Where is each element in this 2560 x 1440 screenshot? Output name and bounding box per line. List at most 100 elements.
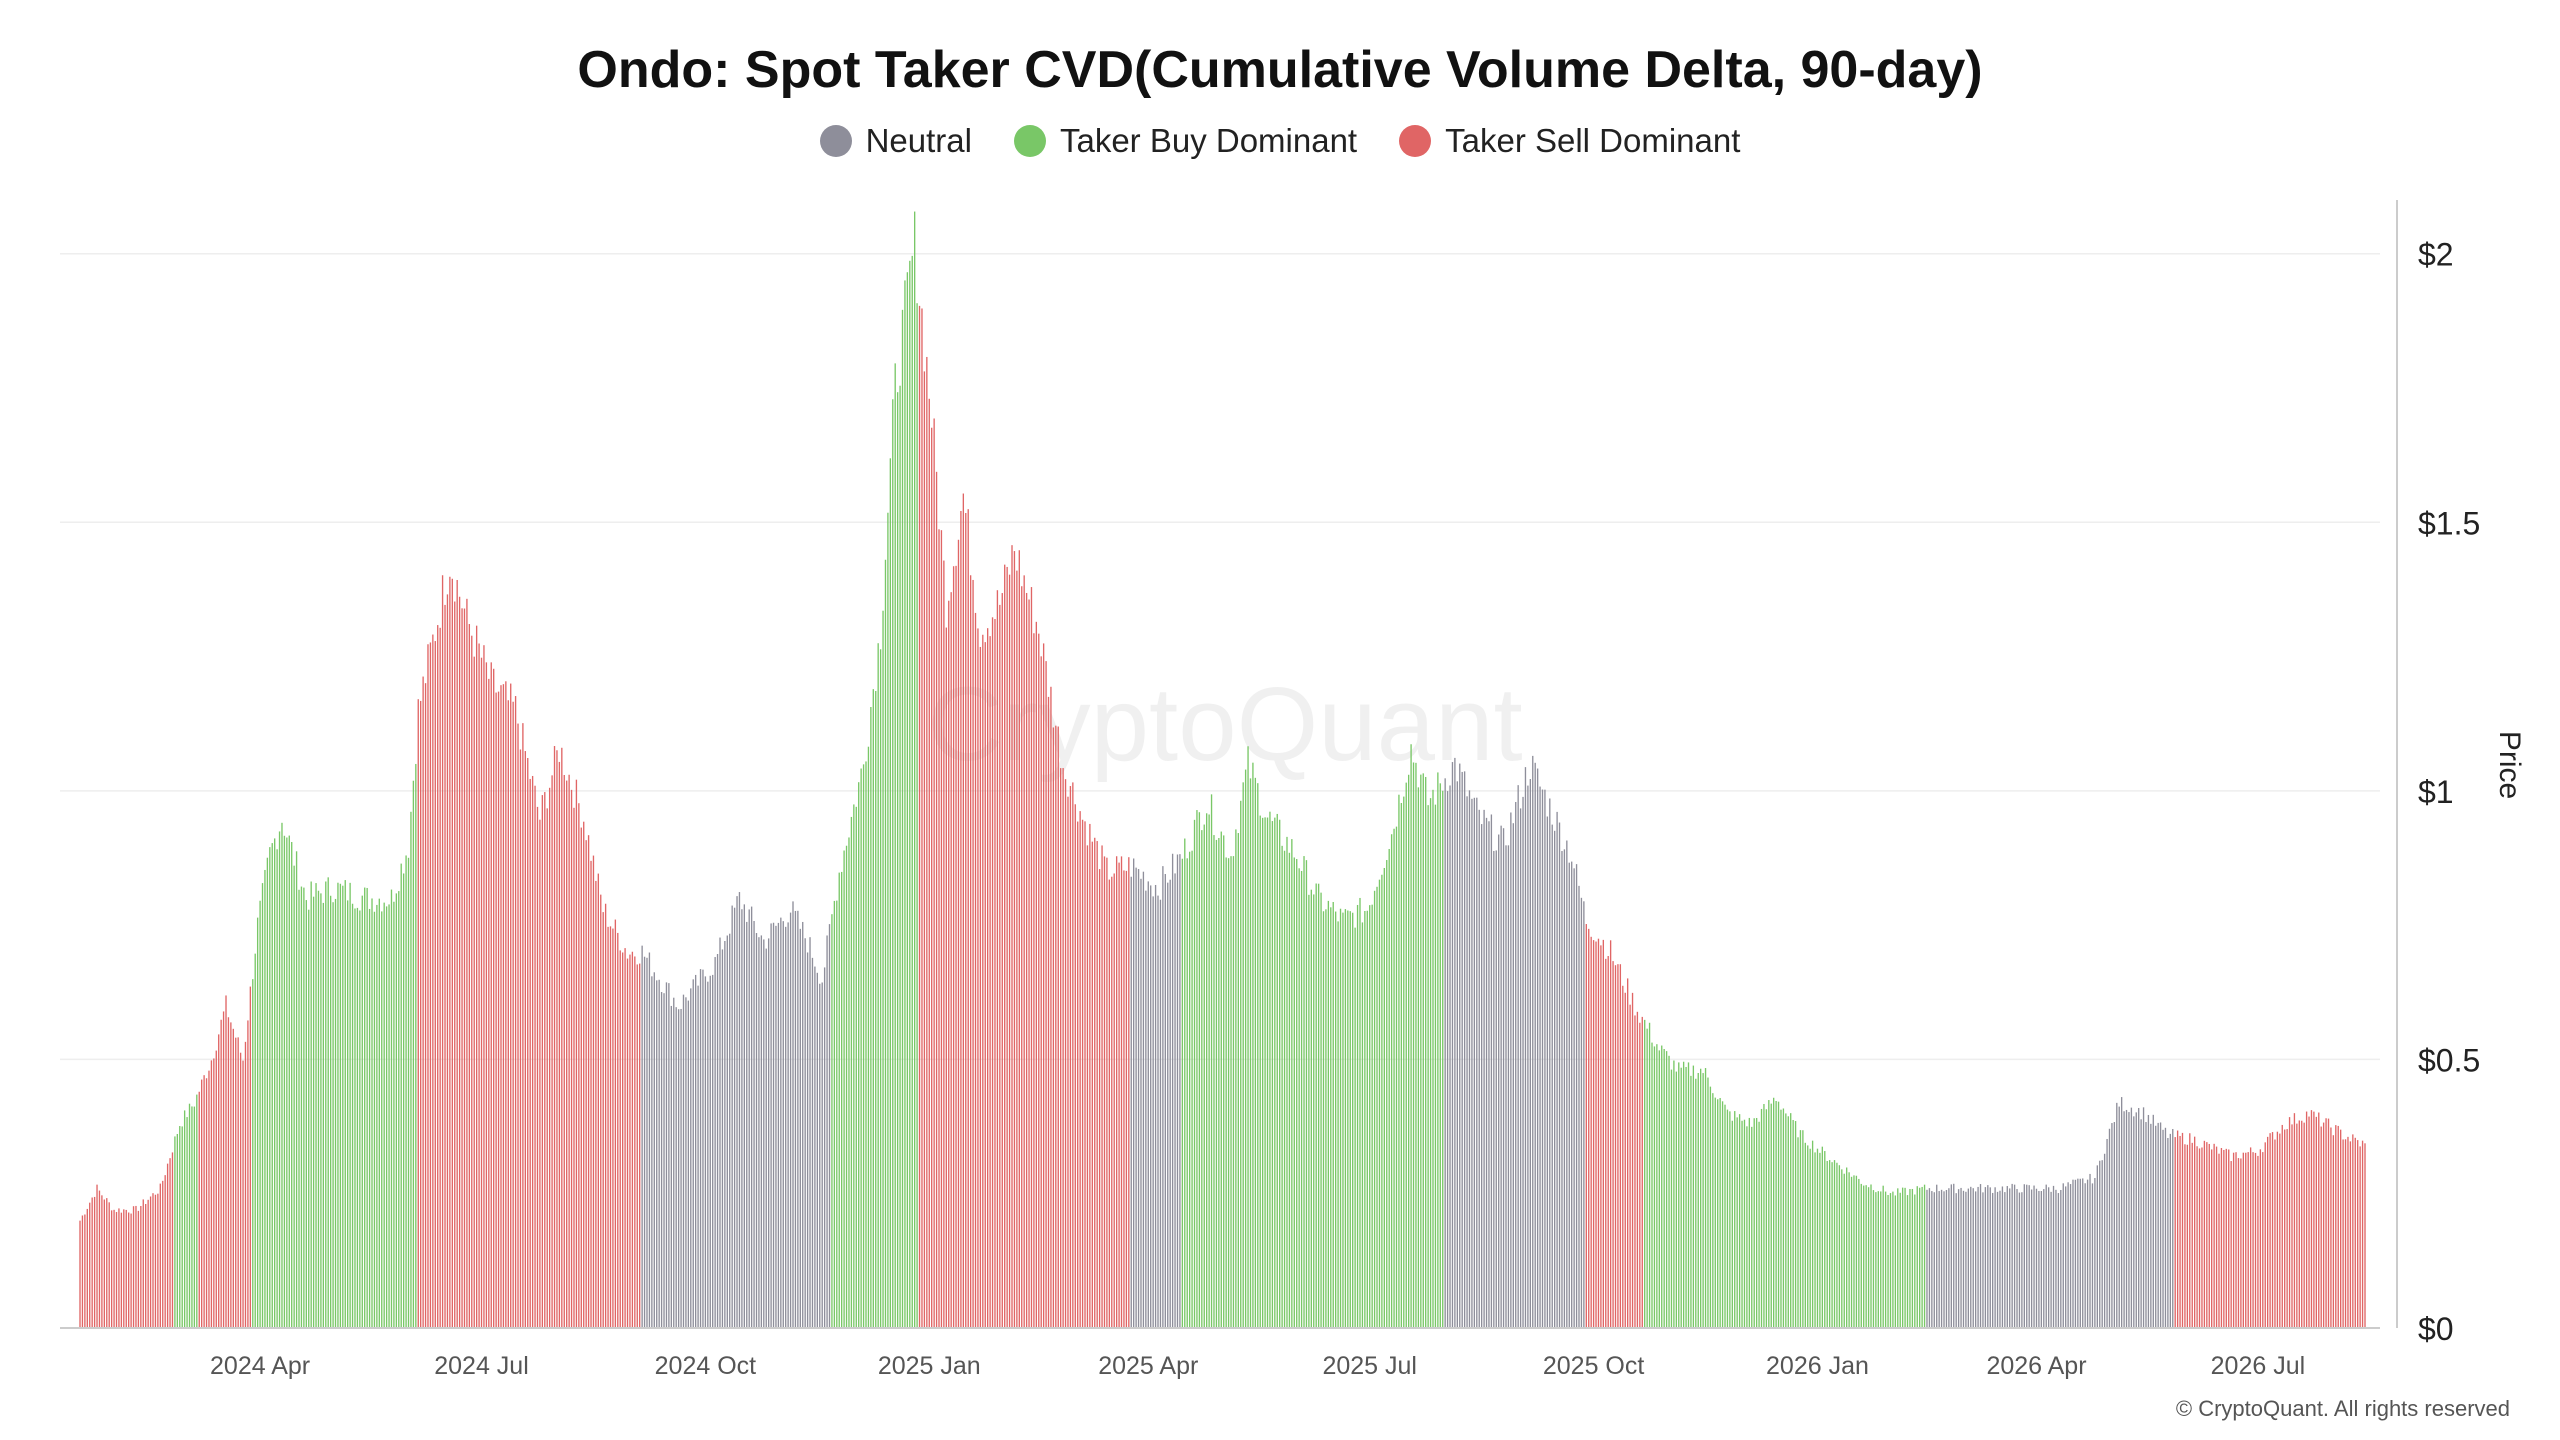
price-bar	[692, 979, 694, 1328]
price-bar	[2203, 1140, 2206, 1328]
price-bar	[1025, 592, 1028, 1328]
price-bar	[218, 1034, 220, 1328]
price-bar	[2103, 1153, 2106, 1328]
price-bar	[1240, 800, 1242, 1328]
price-bar	[1906, 1195, 1909, 1328]
price-bar	[183, 1110, 186, 1328]
price-bar	[1858, 1178, 1860, 1328]
price-bar	[892, 399, 894, 1328]
bar-series	[79, 211, 2366, 1329]
price-bar	[621, 952, 624, 1328]
price-bar	[1018, 550, 1020, 1328]
price-bar	[2172, 1128, 2174, 1328]
price-bar	[1702, 1073, 1704, 1328]
price-bar	[741, 909, 743, 1328]
price-bar	[84, 1214, 86, 1328]
price-bar	[152, 1193, 154, 1328]
price-bar	[2181, 1132, 2184, 1328]
price-bar	[1361, 922, 1364, 1328]
price-bar	[1641, 1016, 1643, 1328]
price-bar	[286, 837, 288, 1328]
price-bar	[368, 908, 371, 1328]
price-bar	[293, 865, 295, 1328]
price-bar	[1493, 850, 1495, 1328]
price-bar	[629, 954, 631, 1328]
price-bar	[456, 579, 458, 1328]
price-bar	[1709, 1086, 1712, 1328]
price-bar	[799, 928, 801, 1328]
price-bar	[2288, 1117, 2291, 1328]
price-bar	[1726, 1109, 1729, 1328]
price-bar	[2332, 1135, 2335, 1328]
price-bar	[2120, 1097, 2123, 1328]
price-bar	[806, 952, 809, 1328]
price-bar	[2266, 1136, 2269, 1328]
price-bar	[694, 974, 697, 1328]
price-bar	[1814, 1152, 1816, 1328]
price-bar	[1500, 825, 1502, 1328]
price-bar	[833, 900, 836, 1328]
legend-swatch-taker-buy	[1013, 125, 1046, 157]
legend-item-taker-sell[interactable]: Taker Sell Dominant	[1399, 122, 1740, 160]
legend-item-taker-buy[interactable]: Taker Buy Dominant	[1013, 122, 1357, 160]
price-bar	[2118, 1106, 2120, 1328]
price-bar	[607, 926, 609, 1328]
price-bar	[923, 371, 926, 1328]
price-bar	[969, 575, 972, 1328]
price-bar	[385, 906, 388, 1328]
price-bar	[585, 840, 587, 1328]
price-bar	[1580, 897, 1583, 1328]
price-bar	[381, 911, 383, 1328]
price-bar	[996, 590, 999, 1328]
price-bar	[729, 933, 731, 1328]
price-bar	[1310, 889, 1312, 1328]
price-bar	[595, 880, 597, 1328]
price-bar	[288, 835, 290, 1328]
legend-item-neutral[interactable]: Neutral	[819, 122, 972, 160]
price-bar	[1880, 1191, 1882, 1328]
price-bar	[1670, 1069, 1673, 1328]
price-bar	[2030, 1189, 2033, 1328]
price-bar	[935, 471, 938, 1329]
price-bar	[1004, 564, 1006, 1328]
price-bar	[653, 972, 655, 1328]
price-bar	[660, 992, 663, 1328]
price-bar	[2298, 1120, 2300, 1328]
price-bar	[2099, 1160, 2101, 1328]
price-bar	[845, 845, 848, 1328]
price-bar	[1609, 940, 1612, 1328]
price-bar	[1614, 965, 1617, 1328]
price-bar	[811, 957, 814, 1328]
price-bar	[1210, 794, 1213, 1328]
price-bar	[636, 964, 638, 1328]
price-bar	[2091, 1183, 2094, 1328]
price-bar	[1322, 911, 1325, 1328]
price-bar	[948, 600, 950, 1328]
price-bar	[1860, 1183, 1862, 1328]
price-bar	[702, 969, 704, 1328]
price-bar	[1967, 1188, 1970, 1328]
price-bar	[1982, 1192, 1984, 1328]
price-bar	[342, 885, 344, 1328]
price-bar	[2040, 1191, 2043, 1328]
price-bar	[804, 938, 806, 1328]
price-bar	[1364, 911, 1366, 1328]
price-bar	[405, 855, 407, 1328]
price-bar	[1590, 936, 1592, 1328]
price-bar	[906, 272, 909, 1329]
price-bar	[2035, 1188, 2038, 1328]
price-bar	[373, 911, 376, 1328]
price-bar	[926, 356, 928, 1329]
price-bar	[1644, 1019, 1646, 1328]
price-bar	[1339, 908, 1342, 1328]
price-bar	[1181, 858, 1184, 1328]
price-bar	[1103, 856, 1106, 1328]
price-bar	[1147, 881, 1149, 1328]
price-bar	[1675, 1071, 1678, 1328]
price-bar	[1393, 828, 1395, 1328]
x-tick-label: 2026 Jan	[1766, 1352, 1869, 1380]
price-bar	[449, 576, 451, 1328]
price-bar	[2060, 1189, 2062, 1328]
price-bar	[1466, 796, 1468, 1328]
price-bar	[1084, 821, 1086, 1328]
